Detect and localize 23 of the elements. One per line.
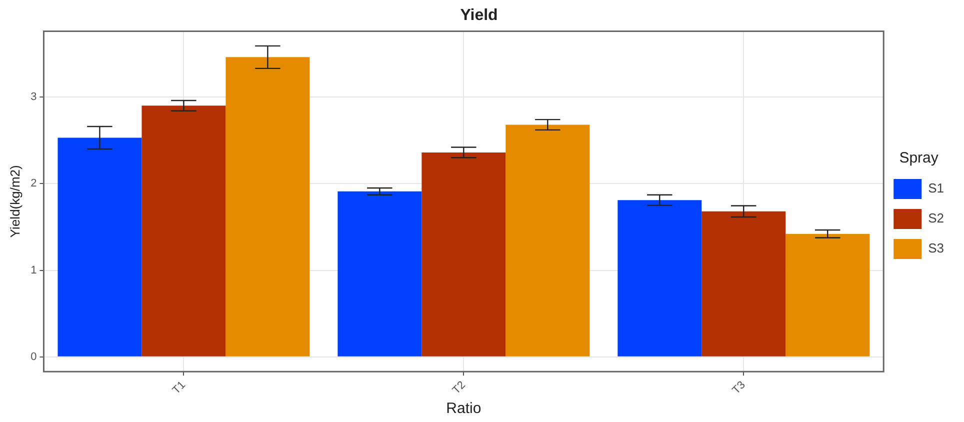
bar — [702, 211, 786, 356]
bar — [338, 191, 422, 356]
y-tick-label: 1 — [30, 264, 37, 276]
y-tick-label: 2 — [30, 178, 37, 190]
legend-title: Spray — [899, 150, 939, 167]
bar — [422, 152, 506, 356]
bar — [58, 138, 142, 356]
x-axis-title: Ratio — [446, 400, 482, 418]
y-axis-title: Yield(kg/m2) — [7, 165, 22, 238]
legend-label: S1 — [928, 180, 944, 196]
x-tick-label: T2 — [450, 379, 468, 397]
y-tick-label: 3 — [30, 91, 37, 104]
x-tick-label: T3 — [730, 379, 748, 397]
x-tick-label: T1 — [170, 379, 188, 397]
bar — [786, 234, 870, 356]
bar — [142, 106, 226, 356]
bar — [226, 57, 310, 356]
chart-title: Yield — [460, 7, 498, 24]
legend-label: S2 — [928, 210, 944, 226]
y-tick-label: 0 — [30, 350, 37, 363]
bar — [618, 200, 702, 356]
legend-label: S3 — [928, 240, 944, 256]
bar — [506, 124, 590, 356]
